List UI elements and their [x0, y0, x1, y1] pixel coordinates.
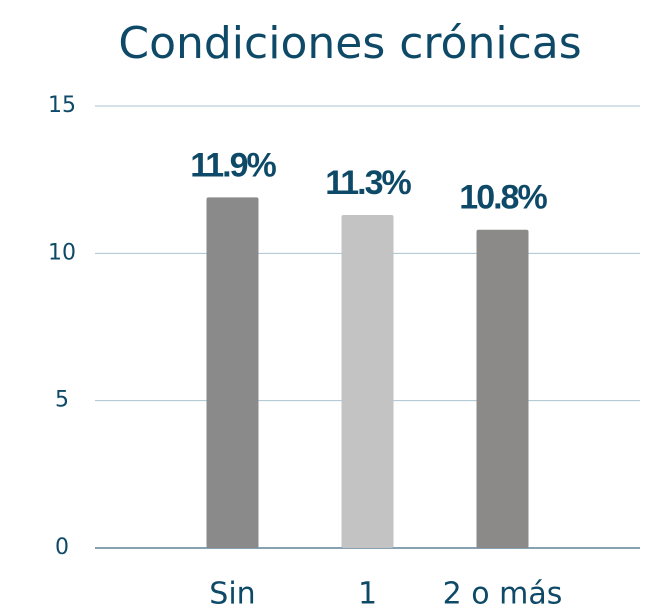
x-tick-label: 2 o más — [443, 577, 563, 612]
y-tick-label: 0 — [55, 535, 69, 560]
y-tick-label: 5 — [55, 388, 69, 413]
y-tick-label: 10 — [48, 240, 76, 265]
bar — [476, 229, 529, 548]
value-label: 10.8% — [459, 179, 547, 217]
value-label: 11.3% — [325, 164, 411, 202]
bar — [206, 197, 259, 548]
bar — [341, 215, 394, 548]
chart-title: Condiciones crónicas — [118, 18, 581, 69]
x-tick-label: 1 — [358, 577, 377, 612]
x-tick-label: Sin — [209, 577, 255, 612]
y-tick-label: 15 — [48, 93, 76, 118]
value-label: 11.9% — [190, 146, 276, 184]
